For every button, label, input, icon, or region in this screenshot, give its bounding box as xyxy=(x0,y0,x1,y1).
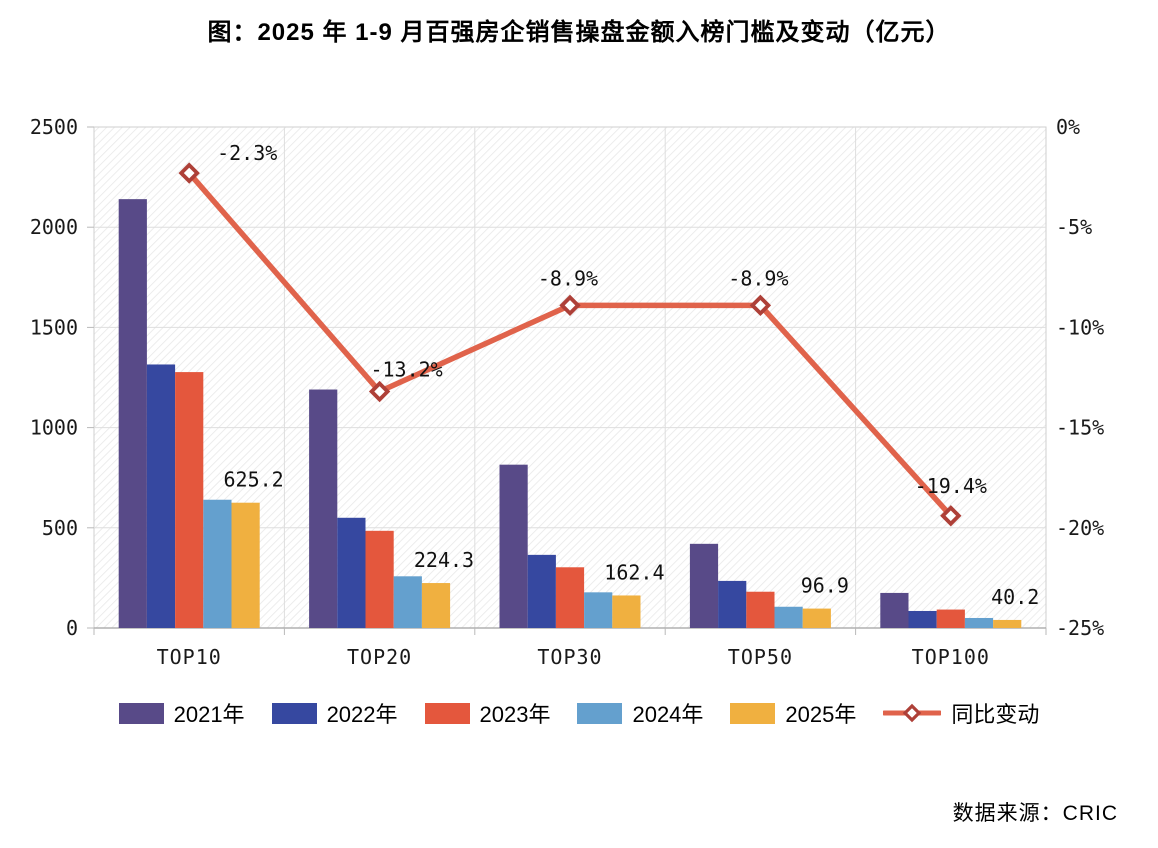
bar-2025年-TOP100 xyxy=(993,619,1022,628)
right-axis-tick-label: -10% xyxy=(1056,315,1104,339)
bar-2021年-TOP30 xyxy=(499,464,528,628)
legend-line-marker-icon xyxy=(883,703,942,723)
line-marker-diamond xyxy=(749,294,772,317)
bar-2024年-TOP100 xyxy=(964,617,994,628)
bar-2025年-TOP10 xyxy=(231,502,260,628)
data-source-label: 数据来源：CRIC xyxy=(952,802,1118,825)
line-value-label: -13.2% xyxy=(370,358,442,382)
legend-label: 2023年 xyxy=(479,702,551,727)
right-axis-tick-label: -5% xyxy=(1056,215,1092,239)
bar-2023年-TOP100 xyxy=(936,609,965,628)
left-axis-tick-label: 1500 xyxy=(30,315,78,339)
legend-item-2024年: 2024年 xyxy=(577,697,703,729)
legend-swatch xyxy=(577,702,623,724)
bar-2021年-TOP20 xyxy=(309,389,338,628)
bar-2025年-TOP30 xyxy=(612,595,641,628)
left-axis-tick-label: 0 xyxy=(66,616,78,640)
bar-value-label: 224.3 xyxy=(414,548,474,572)
bar-2023年-TOP50 xyxy=(746,591,775,628)
chart-title: 图：2025 年 1-9 月百强房企销售操盘金额入榜门槛及变动（亿元） xyxy=(207,19,951,46)
bar-value-label: 162.4 xyxy=(604,560,664,584)
chart-legend: 2021年 2022年 2023年 2024年 2025年 同比变动 xyxy=(0,697,1158,729)
bar-2024年-TOP10 xyxy=(203,499,232,628)
bar-2021年-TOP10 xyxy=(118,199,147,629)
x-axis-label: TOP30 xyxy=(537,645,602,669)
line-value-label: -8.9% xyxy=(728,266,788,290)
bar-2022年-TOP10 xyxy=(146,364,176,628)
legend-item-2022年: 2022年 xyxy=(271,697,398,729)
legend-item-2025年: 2025年 xyxy=(730,697,856,729)
bar-2023年-TOP10 xyxy=(175,372,204,628)
right-axis-tick-label: 0% xyxy=(1056,115,1080,139)
left-axis-tick-label: 2000 xyxy=(30,215,78,239)
x-axis-label: TOP100 xyxy=(912,645,990,669)
bar-value-label: 625.2 xyxy=(223,468,283,492)
legend-swatch xyxy=(271,702,317,724)
bar-2025年-TOP50 xyxy=(802,608,831,628)
combo-chart: 2500 0% 2000 -5% 1500 -10% 1000 -15% 500 -20% 0 -25… xyxy=(30,115,1104,669)
line-value-label: -2.3% xyxy=(217,141,277,165)
x-axis-label: TOP10 xyxy=(157,645,222,669)
legend-label: 同比变动 xyxy=(951,702,1040,727)
bar-2021年-TOP100 xyxy=(880,592,909,628)
line-marker-diamond xyxy=(178,162,200,184)
bar-2023年-TOP20 xyxy=(365,530,394,628)
bar-2025年-TOP20 xyxy=(421,583,451,628)
right-axis-tick-label: -20% xyxy=(1056,516,1104,540)
bar-value-label: 40.2 xyxy=(991,585,1039,609)
legend-label: 2021年 xyxy=(173,702,245,727)
line-value-label: -8.9% xyxy=(538,266,598,290)
line-marker-diamond xyxy=(368,380,391,403)
legend-label: 2022年 xyxy=(326,702,398,727)
x-axis-label: TOP20 xyxy=(347,645,412,669)
right-axis-tick-label: -15% xyxy=(1056,416,1104,440)
line-value-label: -19.4% xyxy=(915,474,987,498)
legend-item-2023年: 2023年 xyxy=(424,697,551,729)
line-marker-diamond xyxy=(559,294,581,317)
legend-swatch xyxy=(424,702,470,724)
bar-2022年-TOP30 xyxy=(527,554,556,628)
bar-2024年-TOP50 xyxy=(774,606,803,628)
legend-label: 2025年 xyxy=(785,702,857,727)
bar-2024年-TOP20 xyxy=(393,576,422,628)
bar-2021年-TOP50 xyxy=(689,543,719,628)
x-axis-label: TOP50 xyxy=(728,645,793,669)
legend-item-同比变动: 同比变动 xyxy=(883,697,1039,729)
legend-label: 2024年 xyxy=(632,702,704,727)
right-axis-tick-label: -25% xyxy=(1056,616,1104,640)
bar-2022年-TOP50 xyxy=(718,580,747,628)
legend-item-2021年: 2021年 xyxy=(118,697,245,729)
bar-2022年-TOP20 xyxy=(337,517,366,628)
left-axis-tick-label: 2500 xyxy=(30,115,78,139)
legend-swatch xyxy=(730,702,776,724)
bar-2024年-TOP30 xyxy=(584,592,613,628)
bar-2023年-TOP30 xyxy=(555,567,585,628)
bar-value-label: 96.9 xyxy=(801,574,849,598)
legend-swatch xyxy=(118,702,164,724)
left-axis-tick-label: 1000 xyxy=(30,416,78,440)
line-marker-diamond xyxy=(940,505,962,527)
left-axis-tick-label: 500 xyxy=(42,516,78,540)
bar-2022年-TOP100 xyxy=(908,610,937,628)
